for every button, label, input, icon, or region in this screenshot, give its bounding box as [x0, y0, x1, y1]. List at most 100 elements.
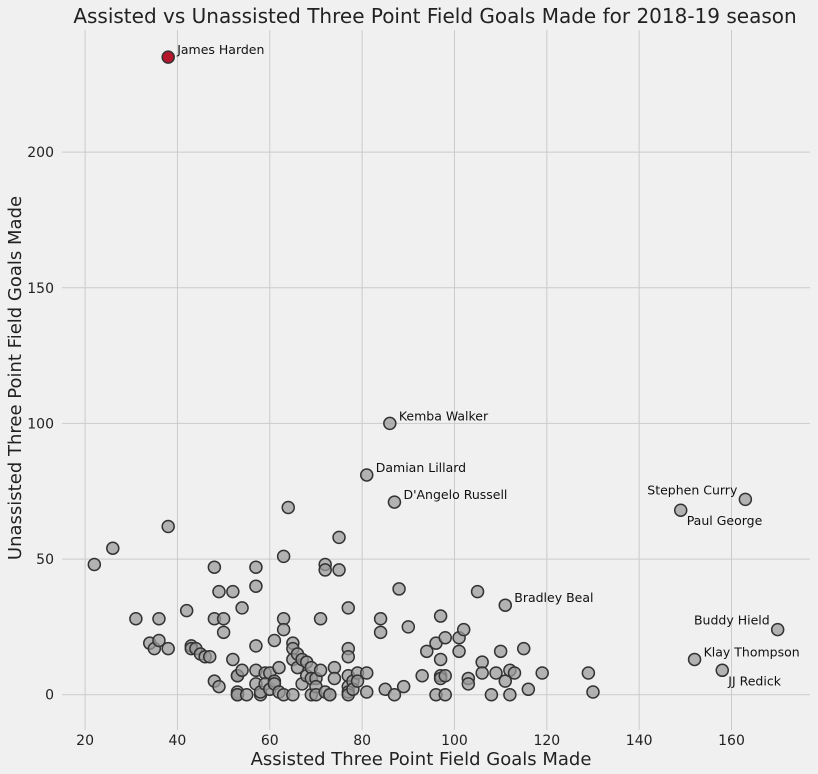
point-label: JJ Redick	[727, 673, 781, 688]
grid	[62, 30, 810, 730]
x-axis-title: Assisted Three Point Field Goals Made	[251, 749, 592, 770]
data-point	[535, 666, 549, 680]
data-point	[281, 500, 295, 515]
data-point	[438, 668, 452, 683]
data-point	[318, 563, 332, 577]
data-point	[313, 663, 328, 678]
x-tick-label: 100	[441, 733, 468, 749]
data-point	[581, 666, 596, 680]
x-tick-label: 120	[533, 733, 560, 749]
data-point	[207, 560, 222, 574]
data-point	[396, 679, 411, 694]
data-point	[152, 633, 166, 648]
data-point	[286, 687, 300, 702]
data-point	[470, 584, 485, 599]
data-point	[493, 644, 508, 659]
data-point	[507, 666, 522, 680]
data-point	[267, 633, 282, 648]
data-point	[341, 649, 356, 664]
data-point	[216, 625, 231, 640]
data-point	[212, 679, 226, 694]
data-point	[216, 612, 231, 626]
tick-labels: 20 40 60 80 100 120 140 160 0 50 100 150 200	[27, 145, 745, 749]
point-label: Damian Lillard	[376, 460, 466, 475]
data-point	[272, 660, 286, 675]
point-label: James Harden	[176, 42, 264, 57]
data-point	[373, 625, 388, 640]
data-point	[503, 687, 517, 702]
data-point	[452, 644, 466, 659]
data-point	[461, 677, 476, 691]
data-point	[239, 687, 254, 702]
data-point	[415, 668, 429, 683]
y-tick-label: 150	[27, 281, 54, 297]
data-point	[438, 687, 452, 702]
data-point	[276, 549, 291, 564]
data-point	[521, 682, 536, 697]
data-point	[484, 687, 499, 702]
data-point	[129, 612, 143, 626]
data-point	[332, 563, 346, 577]
data-point	[179, 603, 194, 618]
y-tick-label: 200	[27, 145, 54, 161]
x-tick-label: 40	[169, 733, 187, 749]
labeled-data-point	[359, 468, 374, 482]
data-point	[387, 687, 402, 702]
data-point	[212, 584, 226, 599]
data-point	[433, 609, 448, 623]
data-point	[161, 519, 175, 534]
data-point	[249, 639, 263, 653]
highlight-data-point	[161, 50, 175, 64]
point-label: Klay Thompson	[704, 644, 800, 659]
labeled-data-point	[738, 492, 753, 507]
data-point	[332, 530, 346, 545]
labeled-data-point	[498, 598, 513, 612]
data-point	[323, 687, 337, 702]
data-point	[433, 652, 448, 667]
data-point	[203, 649, 217, 664]
data-point	[313, 612, 328, 626]
data-point	[475, 666, 489, 680]
data-point	[420, 644, 434, 659]
x-tick-label: 60	[261, 733, 279, 749]
x-tick-label: 80	[353, 733, 371, 749]
point-label: Stephen Curry	[647, 482, 738, 497]
y-tick-label: 50	[36, 552, 54, 568]
data-point	[235, 601, 249, 615]
data-points	[87, 50, 785, 702]
data-point	[359, 666, 374, 680]
data-point	[489, 666, 503, 680]
data-point	[249, 579, 263, 593]
data-point	[327, 671, 342, 686]
labeled-data-point	[387, 495, 402, 509]
data-point	[359, 685, 374, 699]
data-point	[516, 641, 531, 656]
y-axis-title: Unassisted Three Point Field Goals Made	[5, 196, 26, 560]
x-tick-label: 160	[718, 733, 745, 749]
y-tick-label: 0	[45, 688, 54, 704]
data-point	[161, 641, 175, 656]
data-point	[341, 601, 356, 615]
x-tick-label: 20	[76, 733, 94, 749]
point-label: Bradley Beal	[514, 590, 593, 605]
point-label: Paul George	[687, 513, 763, 528]
point-label: Kemba Walker	[399, 408, 489, 423]
data-point	[106, 541, 120, 555]
data-point	[152, 612, 166, 626]
data-point	[226, 652, 240, 667]
data-point	[373, 612, 388, 626]
labeled-data-point	[673, 503, 688, 517]
labeled-data-point	[687, 652, 702, 667]
labeled-data-point	[770, 622, 785, 637]
point-label: Buddy Hield	[694, 613, 770, 628]
data-point	[87, 557, 102, 572]
data-point	[249, 560, 263, 574]
data-point	[350, 674, 365, 688]
data-point	[456, 622, 471, 637]
x-tick-label: 140	[626, 733, 653, 749]
y-tick-label: 100	[27, 416, 54, 432]
annotations: Kemba Walker Damian Lillard D'Angelo Russe…	[176, 42, 799, 688]
data-point	[392, 582, 406, 596]
